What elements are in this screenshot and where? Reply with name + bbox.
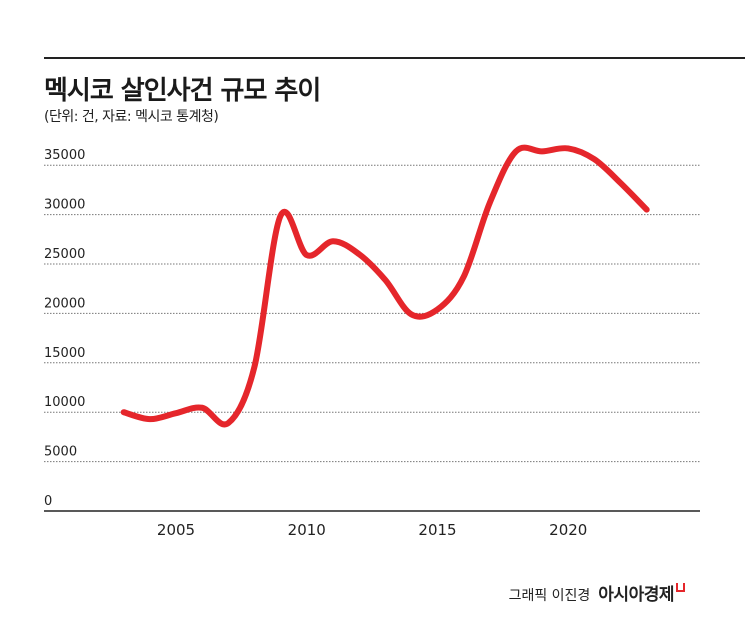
x-tick-label: 2020	[549, 521, 587, 539]
chart-subtitle: (단위: 건, 자료: 멕시코 통계청)	[44, 109, 219, 125]
x-tick-label: 2005	[157, 521, 195, 539]
y-tick-label: 20000	[44, 296, 85, 311]
y-tick-label: 25000	[44, 247, 85, 262]
credit: 그래픽 이진경 아시아경제	[509, 580, 685, 605]
brand-mark-icon	[676, 583, 685, 592]
y-tick-label: 35000	[44, 148, 85, 163]
chart-title: 멕시코 살인사건 규모 추이	[44, 76, 321, 106]
y-tick-label: 0	[44, 494, 52, 509]
top-rule	[44, 57, 745, 59]
y-tick-label: 5000	[44, 445, 77, 460]
y-tick-label: 10000	[44, 395, 85, 410]
y-tick-label: 30000	[44, 198, 85, 213]
x-tick-label: 2010	[288, 521, 326, 539]
series-line	[120, 144, 650, 428]
x-tick-label: 2015	[418, 521, 456, 539]
brand-logo: 아시아경제	[598, 580, 685, 605]
y-tick-label: 15000	[44, 346, 85, 361]
graphic-credit: 그래픽 이진경	[508, 588, 591, 604]
